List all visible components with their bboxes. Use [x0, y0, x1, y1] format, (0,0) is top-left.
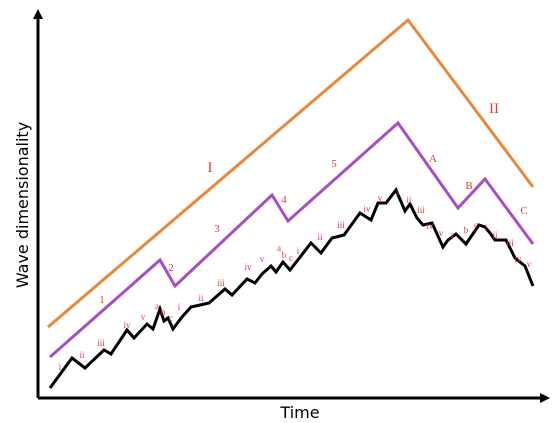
- minor-label: iv: [123, 320, 131, 330]
- x-axis-label: Time: [279, 403, 319, 422]
- minor-wave-line: [48, 187, 535, 389]
- intermediate-wave-line: [49, 120, 535, 359]
- minor-label: v: [378, 193, 383, 203]
- label-wave-3: 3: [214, 223, 220, 235]
- y-axis-label: Wave dimensionality: [13, 122, 32, 288]
- minor-label: ii: [317, 232, 323, 242]
- minor-label: v: [439, 228, 444, 238]
- minor-label: ii: [198, 293, 204, 303]
- minor-label: ii: [79, 350, 85, 360]
- minor-label: iv: [426, 221, 434, 231]
- label-wave-4: 4: [281, 194, 287, 206]
- minor-label: iv: [244, 262, 252, 272]
- label-wave-II: II: [489, 101, 499, 117]
- minor-label: c: [169, 313, 173, 323]
- minor-label: a: [450, 230, 454, 240]
- minor-label: iii: [417, 205, 425, 215]
- label-wave-C: C: [520, 205, 527, 217]
- minor-label: iii: [217, 278, 225, 288]
- minor-label: v: [141, 312, 146, 322]
- minor-label: i: [485, 223, 488, 233]
- minor-label: i: [297, 246, 300, 256]
- minor-label: iv: [363, 204, 371, 214]
- minor-label: b: [161, 307, 166, 317]
- minor-label: iii: [337, 220, 345, 230]
- label-wave-B: B: [465, 180, 472, 192]
- label-wave-I: I: [208, 160, 213, 176]
- minor-label: b: [282, 250, 287, 260]
- minor-label: iii: [506, 238, 514, 248]
- minor-label: c: [474, 220, 478, 230]
- primary-wave-line: [47, 17, 535, 329]
- minor-label: a: [277, 243, 281, 253]
- minor-label: ii: [492, 230, 498, 240]
- minor-labels: i ii iii iv v a b c i ii iii iv v a b c …: [59, 187, 532, 372]
- minor-label: b: [464, 225, 469, 235]
- minor-label: a: [155, 301, 159, 311]
- label-wave-A: A: [429, 153, 437, 165]
- minor-label: v: [527, 259, 532, 269]
- label-wave-2: 2: [168, 262, 174, 274]
- minor-label: i: [397, 187, 400, 197]
- minor-label: i: [178, 302, 181, 312]
- minor-label: i: [59, 362, 62, 372]
- label-wave-1: 1: [99, 294, 105, 306]
- minor-label: c: [289, 253, 293, 263]
- minor-label: iii: [97, 338, 105, 348]
- minor-label: v: [260, 254, 265, 264]
- minor-label: iv: [514, 254, 522, 264]
- minor-label: ii: [406, 195, 412, 205]
- label-wave-5: 5: [331, 158, 337, 170]
